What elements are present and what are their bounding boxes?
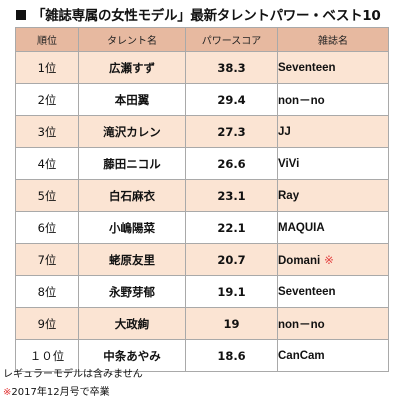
magazine-cell: non－no	[277, 307, 389, 340]
rank-cell: 9位	[15, 307, 79, 340]
talent-name-cell: 滝沢カレン	[78, 115, 186, 148]
talent-name-cell: 小嶋陽菜	[78, 211, 186, 244]
magazine-name: non－no	[278, 318, 325, 331]
table-header-row: 順位 タレント名 パワースコア 雑誌名	[15, 27, 389, 52]
magazine-cell: non－no	[277, 83, 389, 116]
power-score-cell: 26.6	[185, 147, 278, 180]
table-row: １０位 中条あやみ 18.6 CanCam	[15, 339, 389, 372]
square-bullet-icon	[16, 10, 26, 20]
power-score-cell: 23.1	[185, 179, 278, 212]
talent-name-cell: 大政絢	[78, 307, 186, 340]
table-row: 3位 滝沢カレン 27.3 JJ	[15, 115, 389, 148]
rank-cell: 1位	[15, 51, 79, 84]
talent-name-cell: 白石麻衣	[78, 179, 186, 212]
magazine-cell: MAQUIA	[277, 211, 389, 244]
title-text: 「雑誌専属の女性モデル」最新タレントパワー・ベスト10	[32, 8, 381, 24]
magazine-name: non－no	[278, 94, 325, 107]
power-score-cell: 19.1	[185, 275, 278, 308]
rank-cell: 5位	[15, 179, 79, 212]
header-talent-name: タレント名	[78, 27, 186, 52]
magazine-cell: ViVi	[277, 147, 389, 180]
footnote-mark: ※	[3, 387, 12, 398]
power-score-cell: 29.4	[185, 83, 278, 116]
magazine-name: Seventeen	[278, 285, 336, 298]
talent-name-cell: 永野芽郁	[78, 275, 186, 308]
magazine-cell: CanCam	[277, 339, 389, 372]
power-score-cell: 20.7	[185, 243, 278, 276]
power-score-cell: 22.1	[185, 211, 278, 244]
table-row: 1位 広瀬すず 38.3 Seventeen	[15, 51, 389, 84]
rank-cell: 8位	[15, 275, 79, 308]
power-score-cell: 19	[185, 307, 278, 340]
rank-cell: 6位	[15, 211, 79, 244]
power-score-cell: 38.3	[185, 51, 278, 84]
ranking-table: 順位 タレント名 パワースコア 雑誌名 1位 広瀬すず 38.3 Sevente…	[15, 27, 389, 372]
magazine-cell: Seventeen	[277, 51, 389, 84]
magazine-name: Ray	[278, 189, 300, 202]
table-row: 7位 蛯原友里 20.7 Domani ※	[15, 243, 389, 276]
talent-name-cell: 広瀬すず	[78, 51, 186, 84]
rank-cell: １０位	[15, 339, 79, 372]
magazine-name: CanCam	[278, 349, 325, 362]
table-row: 5位 白石麻衣 23.1 Ray	[15, 179, 389, 212]
talent-name-cell: 本田翼	[78, 83, 186, 116]
header-rank: 順位	[15, 27, 79, 52]
table-row: 8位 永野芽郁 19.1 Seventeen	[15, 275, 389, 308]
rank-cell: 7位	[15, 243, 79, 276]
magazine-cell: Seventeen	[277, 275, 389, 308]
rank-cell: 2位	[15, 83, 79, 116]
footnote-regular-models: レギュラーモデルは含みません	[3, 369, 143, 380]
magazine-name: ViVi	[278, 157, 300, 170]
graduation-note-mark: ※	[324, 254, 334, 267]
footnote-graduation-text: 2017年12月号で卒業	[11, 387, 110, 398]
rank-cell: 4位	[15, 147, 79, 180]
talent-name-cell: 藤田ニコル	[78, 147, 186, 180]
magazine-name: JJ	[278, 125, 291, 138]
rank-cell: 3位	[15, 115, 79, 148]
magazine-cell: Domani ※	[277, 243, 389, 276]
page-title: 「雑誌専属の女性モデル」最新タレントパワー・ベスト10	[16, 4, 381, 24]
talent-name-cell: 蛯原友里	[78, 243, 186, 276]
power-score-cell: 18.6	[185, 339, 278, 372]
magazine-cell: JJ	[277, 115, 389, 148]
magazine-name: Domani	[278, 254, 321, 267]
magazine-name: MAQUIA	[278, 221, 325, 234]
header-magazine: 雑誌名	[277, 27, 389, 52]
header-power-score: パワースコア	[185, 27, 278, 52]
table-row: 9位 大政絢 19 non－no	[15, 307, 389, 340]
table-row: 6位 小嶋陽菜 22.1 MAQUIA	[15, 211, 389, 244]
footnote-graduation: ※2017年12月号で卒業	[3, 383, 110, 398]
table-row: 4位 藤田ニコル 26.6 ViVi	[15, 147, 389, 180]
power-score-cell: 27.3	[185, 115, 278, 148]
magazine-cell: Ray	[277, 179, 389, 212]
magazine-name: Seventeen	[278, 61, 336, 74]
table-row: 2位 本田翼 29.4 non－no	[15, 83, 389, 116]
